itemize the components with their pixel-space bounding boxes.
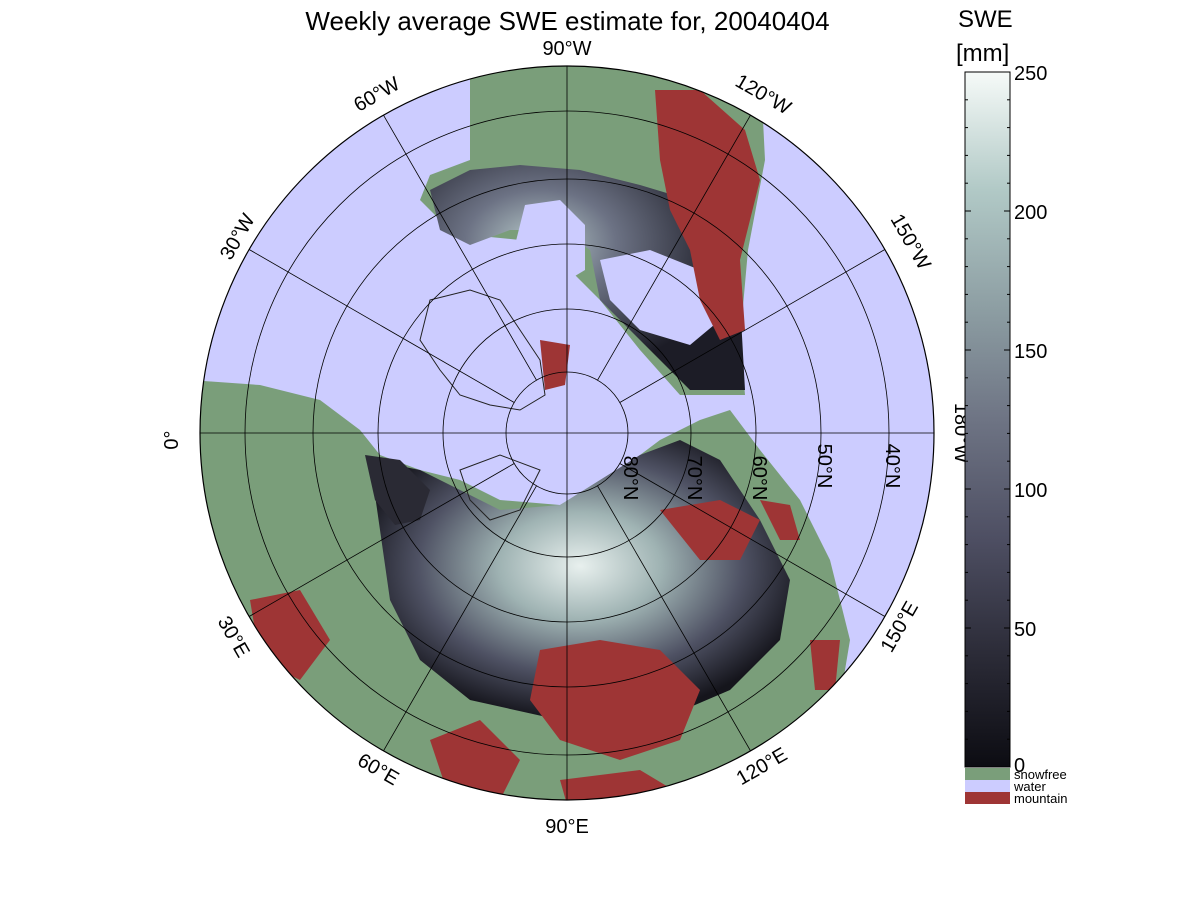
mountain-patch	[810, 640, 840, 690]
map-disk	[200, 66, 934, 800]
lon-label-0: 0°	[161, 430, 183, 449]
category-legend: snowfree water mountain	[965, 767, 1067, 806]
colorbar-tick-label: 200	[1014, 202, 1047, 224]
colorbar-tick-label: 50	[1014, 619, 1036, 641]
lon-label-90w: 90°W	[542, 38, 591, 60]
legend-swatch-snowfree	[965, 768, 1010, 780]
colorbar-unit: [mm]	[956, 40, 1010, 67]
scandinavia-snow	[365, 455, 430, 525]
greenland-outline	[419, 289, 546, 411]
mountain-patch	[430, 720, 520, 800]
meridian-line	[383, 114, 537, 381]
meridian-line	[383, 485, 537, 752]
colorbar-tick-label: 0	[1014, 755, 1025, 777]
map-title: Weekly average SWE estimate for, 2004040…	[305, 6, 830, 36]
mountain-patch	[660, 500, 760, 560]
lon-label-30e: 30°E	[213, 613, 254, 662]
meridian-line	[619, 249, 886, 403]
meridian-line	[248, 249, 515, 403]
colorbar-gradient	[964, 71, 1011, 768]
meridian-line	[619, 463, 886, 617]
meridians	[200, 66, 934, 800]
colorbar-ticks	[965, 71, 1010, 768]
meridian-line	[597, 114, 751, 381]
legend-label-snowfree: snowfree	[1014, 767, 1067, 782]
meridian-line	[597, 485, 751, 752]
colorbar-tick-label: 100	[1014, 480, 1047, 502]
lon-label-90e: 90°E	[545, 816, 589, 838]
hudson-bay	[515, 200, 585, 285]
lat-label-80n: 80°N	[619, 456, 641, 501]
colorbar-title: SWE	[958, 6, 1013, 33]
mountain-patch	[540, 340, 570, 390]
lat-label-60n: 60°N	[748, 456, 770, 501]
arctic-coast-outline	[459, 454, 541, 521]
mountain-patch	[760, 500, 800, 540]
colorbar: 250 200 150 100 50 0	[964, 63, 1047, 777]
colorbar-tick-label: 250	[1014, 63, 1047, 85]
colorbar-tick-label: 150	[1014, 341, 1047, 363]
mountain-patch	[655, 90, 760, 340]
lat-label-70n: 70°N	[683, 456, 705, 501]
legend-label-mountain: mountain	[1014, 791, 1067, 806]
lat-label-50n: 50°N	[813, 444, 835, 489]
meridian-line	[248, 463, 515, 617]
lat-label-40n: 40°N	[881, 444, 903, 489]
legend-swatch-water	[965, 780, 1010, 792]
legend-label-water: water	[1013, 779, 1046, 794]
legend-swatch-mountain	[965, 792, 1010, 804]
canadian-archipelago-channels	[600, 250, 720, 345]
